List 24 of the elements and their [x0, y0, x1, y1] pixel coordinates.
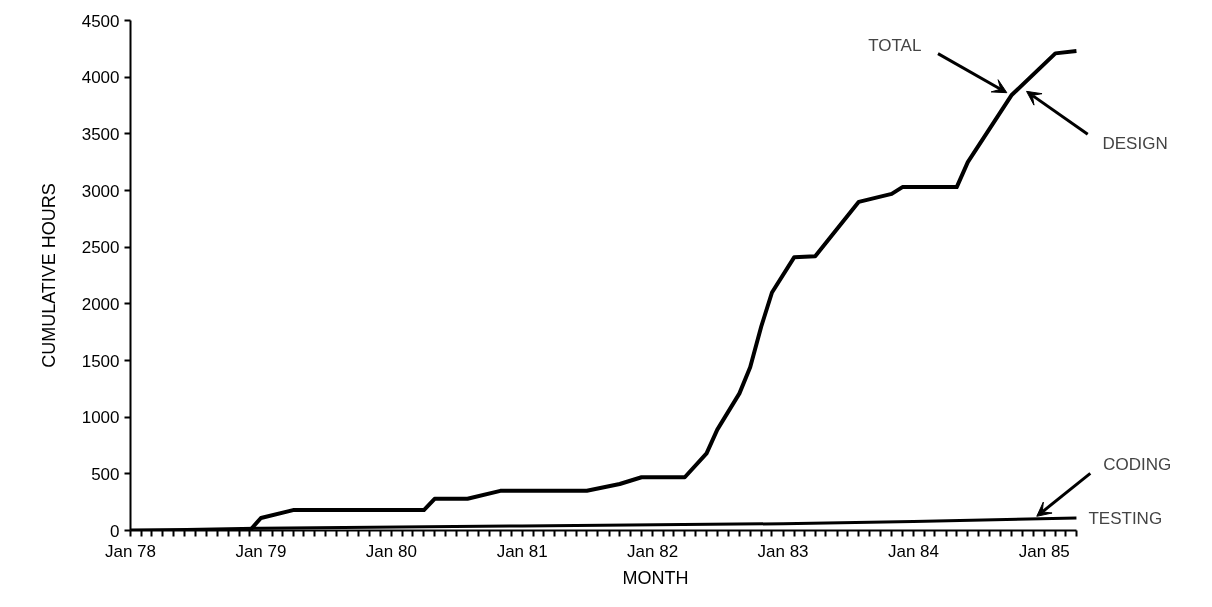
y-tick-label: 4000 [81, 68, 120, 88]
y-tick-label: 4500 [81, 11, 120, 31]
y-tick-label: 500 [91, 464, 120, 484]
y-tick-label: 2500 [81, 238, 120, 258]
y-tick-label: 3000 [81, 181, 120, 201]
x-tick-label: Jan 83 [757, 541, 809, 561]
x-tick-label: Jan 78 [104, 541, 157, 561]
annotation: CODING [1103, 454, 1172, 474]
y-tick-label: 3500 [81, 124, 120, 144]
x-tick-label: Jan 85 [1018, 541, 1070, 561]
y-tick-label: 1000 [81, 408, 120, 428]
x-tick-label: Jan 79 [235, 541, 287, 561]
annotation: DESIGN [1102, 134, 1168, 153]
annotation: TOTAL [868, 35, 922, 55]
x-tick-label: Jan 81 [496, 541, 548, 561]
y-axis-title: CUMULATIVE HOURS [38, 183, 59, 368]
y-tick-label: 1500 [81, 351, 120, 371]
x-axis-title: MONTH [622, 567, 689, 588]
x-tick-label: Jan 82 [627, 541, 679, 561]
y-tick-label: 0 [110, 521, 120, 541]
x-tick-label: Jan 80 [365, 541, 417, 561]
annotation: TESTING [1088, 508, 1163, 528]
x-tick-label: Jan 84 [887, 541, 940, 561]
y-tick-label: 2000 [81, 294, 120, 314]
